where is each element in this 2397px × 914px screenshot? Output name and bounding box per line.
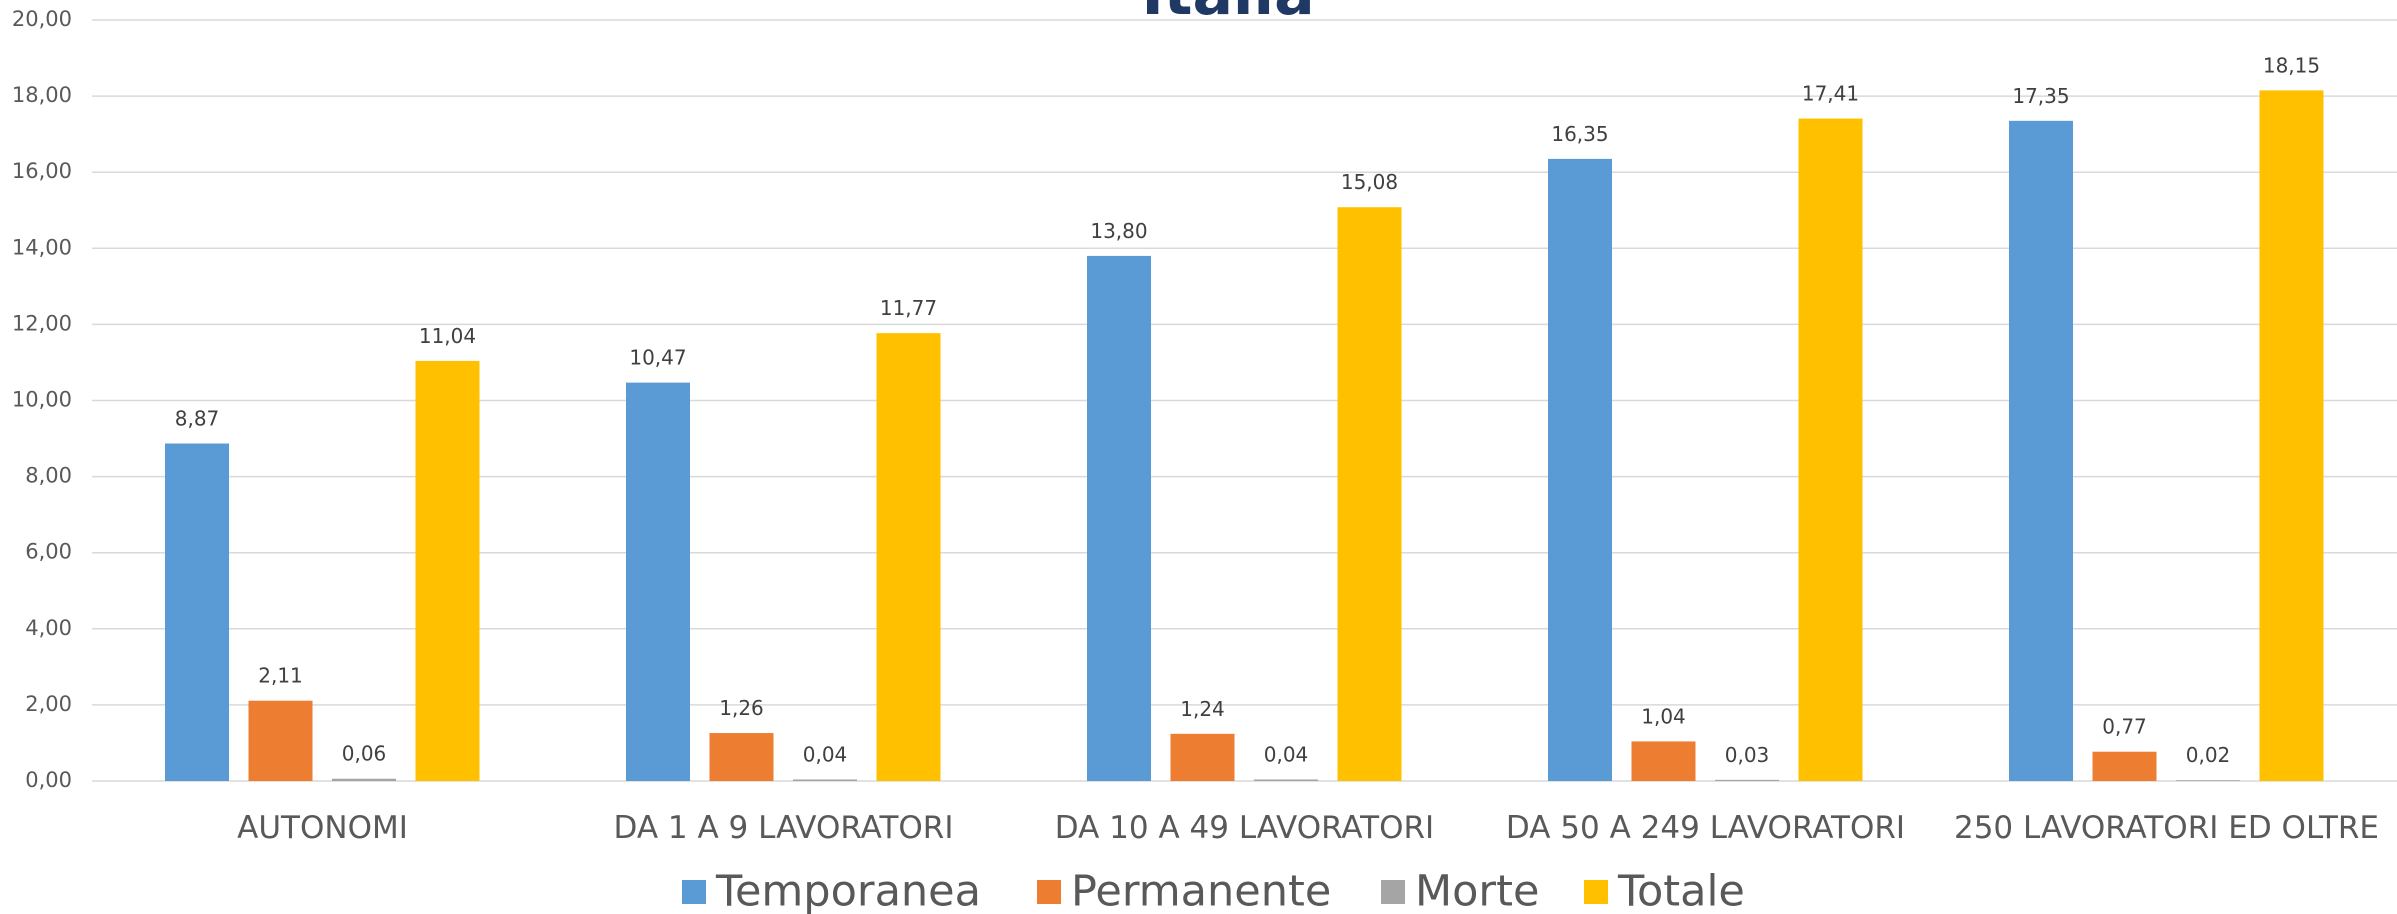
bar xyxy=(2009,120,2073,781)
y-tick-label: 4,00 xyxy=(25,616,72,640)
bar xyxy=(332,778,396,781)
y-tick-label: 14,00 xyxy=(12,235,72,259)
bar xyxy=(876,333,941,781)
data-label: 8,87 xyxy=(175,406,220,430)
bar xyxy=(2176,780,2240,781)
y-tick-label: 20,00 xyxy=(12,7,72,31)
bar xyxy=(709,733,774,781)
y-tick-label: 2,00 xyxy=(25,692,72,716)
data-label: 16,35 xyxy=(1551,122,1608,146)
x-tick-label: DA 10 A 49 LAVORATORI xyxy=(1055,810,1434,846)
x-tick-label: DA 50 A 249 LAVORATORI xyxy=(1506,810,1905,846)
y-tick-label: 8,00 xyxy=(25,464,72,488)
data-label: 18,15 xyxy=(2263,53,2320,77)
legend-label: Permanente xyxy=(1071,867,1331,914)
data-label: 1,26 xyxy=(719,696,764,720)
y-tick-label: 6,00 xyxy=(25,540,72,564)
data-label: 15,08 xyxy=(1341,170,1398,194)
bar xyxy=(1548,158,1612,781)
y-tick-label: 10,00 xyxy=(12,388,72,412)
x-tick-label: AUTONOMI xyxy=(237,810,408,846)
legend-label: Temporanea xyxy=(715,867,981,914)
data-label: 0,77 xyxy=(2102,715,2147,739)
bar xyxy=(1631,741,1696,781)
x-tick-label: 250 LAVORATORI ED OLTRE xyxy=(1954,810,2379,846)
data-label: 0,03 xyxy=(1725,743,1770,767)
data-label: 17,35 xyxy=(2012,84,2069,108)
bar xyxy=(415,360,480,781)
legend-swatch xyxy=(682,880,706,904)
bar xyxy=(1798,118,1863,781)
y-tick-label: 0,00 xyxy=(25,768,72,792)
bar xyxy=(1337,207,1402,781)
legend-label: Morte xyxy=(1415,867,1539,914)
bar xyxy=(1715,779,1779,781)
bar xyxy=(1254,779,1318,781)
data-label: 1,24 xyxy=(1180,697,1225,721)
data-label: 0,04 xyxy=(1264,742,1309,766)
legend-swatch xyxy=(1037,880,1061,904)
bar xyxy=(165,443,229,781)
data-label: 11,04 xyxy=(419,324,476,348)
data-label: 11,77 xyxy=(880,296,937,320)
data-label: 0,06 xyxy=(342,742,387,766)
bar xyxy=(248,700,313,781)
data-label: 2,11 xyxy=(258,664,303,688)
data-label: 0,04 xyxy=(803,742,848,766)
y-tick-label: 16,00 xyxy=(12,159,72,183)
bar xyxy=(793,779,857,781)
bar xyxy=(626,382,690,781)
y-tick-label: 12,00 xyxy=(12,311,72,335)
legend-swatch xyxy=(1381,880,1405,904)
data-label: 13,80 xyxy=(1090,219,1147,243)
x-tick-label: DA 1 A 9 LAVORATORI xyxy=(614,810,954,846)
data-label: 1,04 xyxy=(1641,704,1686,728)
legend-swatch xyxy=(1584,880,1608,904)
bar xyxy=(2092,751,2157,781)
bar xyxy=(1170,733,1235,781)
data-label: 10,47 xyxy=(629,346,686,370)
data-label: 17,41 xyxy=(1802,82,1859,106)
data-label: 0,02 xyxy=(2186,743,2231,767)
legend-label: Totale xyxy=(1617,867,1745,914)
chart-title: Italia xyxy=(1141,0,1314,29)
bar xyxy=(1087,255,1151,781)
bar xyxy=(2259,90,2324,781)
y-tick-label: 18,00 xyxy=(12,83,72,107)
